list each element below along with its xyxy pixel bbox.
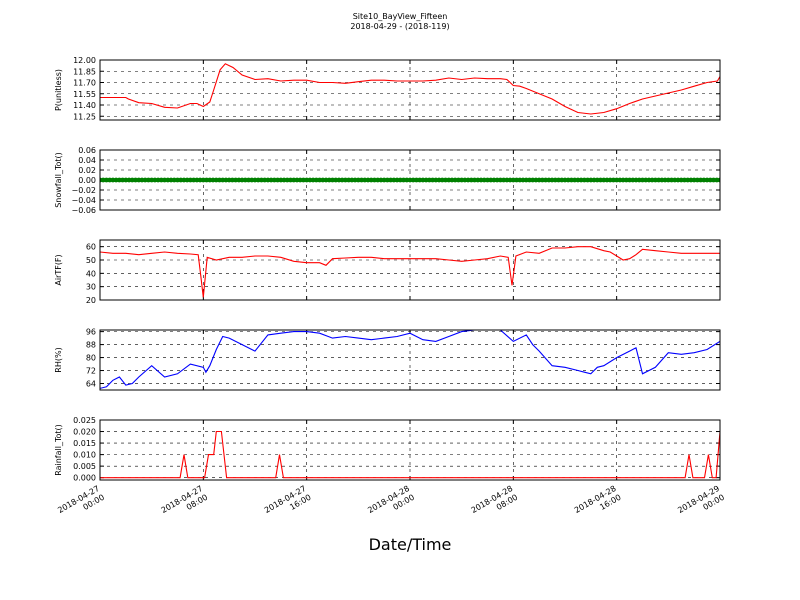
- subplot-rainfall: 0.025 0.020 0.015 0.010 0.005 0.000 Rainfall_T…: [54, 416, 721, 483]
- y-tick-label: 0.02: [78, 166, 96, 175]
- plot-frame: [99, 59, 721, 121]
- x-axis-tick-labels: 2018-04-2700:00 2018-04-2708:00 2018-04-27…: [56, 484, 726, 524]
- series-line: [100, 330, 720, 389]
- y-tick-label: −0.06: [71, 206, 96, 215]
- y-tick-label: 12.00: [73, 56, 96, 65]
- y-tick-label: 11.25: [73, 112, 96, 121]
- subplot-snowfall: 0.060.040.020.00−0.02−0.04−0.06 Snowfall_…: [54, 146, 721, 215]
- x-tick-label: 2018-04-2900:00: [676, 484, 726, 524]
- plot-frame: [99, 419, 721, 481]
- subplot-rh: 96 88 80 72 64 RH(%): [54, 328, 721, 391]
- plot-frame: [99, 149, 721, 211]
- y-tick-label: 50: [86, 256, 96, 265]
- figure-title-line1: Site10_BayView_Fifteen: [353, 12, 448, 21]
- y-tick-label: 20: [86, 296, 96, 305]
- y-tick-label: 60: [86, 243, 96, 252]
- series-line: [100, 246, 720, 298]
- y-tick-label: 64: [86, 380, 96, 389]
- subplot-p: 12.00 11.85 11.70 11.55 11.40 11.25 P(unitless…: [54, 56, 721, 121]
- y-tick-label: 11.85: [73, 67, 96, 76]
- figure-title-line2: 2018-04-29 - (2018-119): [350, 22, 449, 31]
- y-axis-label: Snowfall_Tot(): [54, 152, 63, 208]
- series-line: [100, 63, 720, 115]
- y-tick-label: 11.40: [73, 101, 96, 110]
- x-tick-label: 2018-04-2708:00: [160, 484, 210, 524]
- y-tick-label: 88: [86, 341, 96, 350]
- y-tick-label: 0.005: [73, 462, 96, 471]
- x-tick-label: 2018-04-2700:00: [56, 484, 106, 524]
- y-tick-label: 11.55: [73, 90, 96, 99]
- y-axis-label: RH(%): [54, 347, 63, 372]
- y-tick-label: 0.025: [73, 416, 96, 425]
- y-tick-label: 40: [86, 269, 96, 278]
- y-tick-label: 0.000: [73, 474, 96, 483]
- y-tick-label: 11.70: [73, 79, 96, 88]
- y-tick-label: 0.010: [73, 451, 96, 460]
- y-tick-label: −0.02: [71, 186, 96, 195]
- data-point: [717, 177, 720, 183]
- y-tick-label: −0.04: [71, 196, 96, 205]
- y-tick-label: 72: [86, 367, 96, 376]
- y-tick-label: 0.020: [73, 428, 96, 437]
- y-tick-label: 30: [86, 283, 96, 292]
- subplot-airtf: 60 50 40 30 20 AirTF(F): [54, 239, 721, 305]
- x-tick-label: 2018-04-2816:00: [573, 484, 623, 524]
- y-axis-label: Rainfall_Tot(): [54, 424, 63, 476]
- y-tick-label: 0.00: [78, 176, 96, 185]
- plot-frame: [99, 239, 721, 301]
- y-tick-label: 80: [86, 354, 96, 363]
- y-tick-label: 0.015: [73, 439, 96, 448]
- x-tick-label: 2018-04-2808:00: [470, 484, 520, 524]
- x-axis-label: Date/Time: [369, 535, 452, 554]
- x-tick-label: 2018-04-2716:00: [263, 484, 313, 524]
- y-tick-label: 0.06: [78, 146, 96, 155]
- plot-frame: [99, 329, 721, 391]
- x-tick-label: 2018-04-2800:00: [366, 484, 416, 524]
- y-tick-label: 0.04: [78, 156, 96, 165]
- y-axis-label: P(unitless): [54, 69, 63, 111]
- series-line: [100, 430, 720, 479]
- y-axis-label: AirTF(F): [54, 254, 63, 285]
- series-markers: [100, 177, 720, 183]
- y-tick-label: 96: [86, 328, 96, 337]
